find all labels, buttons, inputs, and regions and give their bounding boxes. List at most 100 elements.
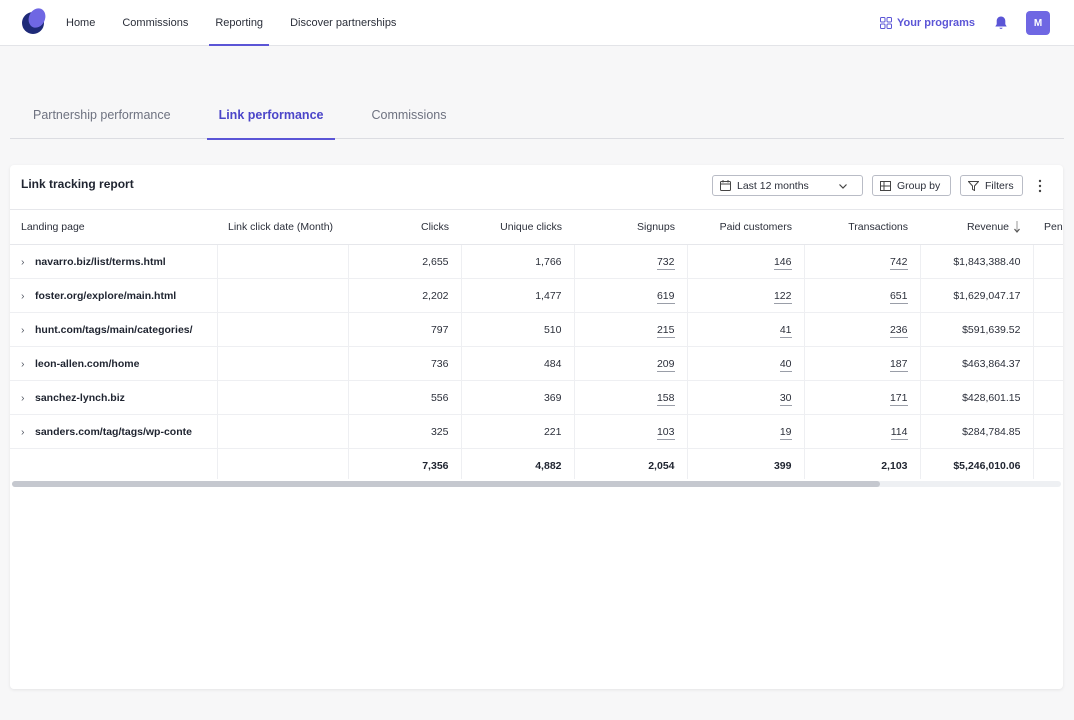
table-row[interactable]: › sanchez-lynch.biz 556 369 158 30 171 $428,601… [10,380,1063,415]
company-logo-icon[interactable] [20,7,48,35]
transactions-cell[interactable]: 114 [804,414,921,449]
more-options-icon[interactable] [1036,179,1044,193]
total-paid-customers: 399 [687,448,805,479]
signups-cell[interactable]: 209 [574,346,688,381]
landing-page-cell[interactable]: › hunt.com/tags/main/categories/ [10,312,218,347]
column-header-signups[interactable]: Signups [574,209,687,245]
column-header-click-date[interactable]: Link click date (Month) [217,209,348,245]
paid-customers-cell[interactable]: 19 [687,414,805,449]
nav-right-actions: Your programs M [879,0,1050,46]
transactions-cell[interactable]: 187 [804,346,921,381]
signups-value: 215 [656,323,675,338]
transactions-cell[interactable]: 171 [804,380,921,415]
column-header-transactions[interactable]: Transactions [804,209,920,245]
column-header-paid-customers[interactable]: Paid customers [687,209,804,245]
expand-row-icon[interactable]: › [21,357,25,370]
expand-row-icon[interactable]: › [21,289,25,302]
landing-page-text: foster.org/explore/main.html [35,289,177,302]
revenue-value: $463,864.37 [962,357,1021,370]
unique-clicks-value: 484 [543,357,562,370]
landing-page-cell[interactable]: › sanders.com/tag/tags/wp-conte [10,414,218,449]
paid-customers-cell[interactable]: 146 [687,244,805,279]
landing-page-cell[interactable]: › foster.org/explore/main.html [10,278,218,313]
column-header-clicks[interactable]: Clicks [348,209,461,245]
user-avatar[interactable]: M [1026,11,1050,35]
landing-page-text: navarro.biz/list/terms.html [35,255,166,268]
column-header-revenue[interactable]: Revenue [920,209,1033,245]
transactions-value: 742 [889,255,908,270]
your-programs-button[interactable]: Your programs [879,17,975,29]
top-navigation-bar: Home Commissions Reporting Discover part… [0,0,1074,46]
table-row[interactable]: › hunt.com/tags/main/categories/797 510 215… [10,312,1063,347]
paid-customers-cell[interactable]: 30 [687,380,805,415]
column-header-unique-clicks[interactable]: Unique clicks [461,209,574,245]
landing-page-cell[interactable]: › leon-allen.com/home [10,346,218,381]
pending-cell [1033,244,1063,279]
paid-customers-value: 146 [773,255,792,270]
expand-row-icon[interactable]: › [21,323,25,336]
revenue-value: $284,784.85 [962,425,1021,438]
paid-customers-cell[interactable]: 41 [687,312,805,347]
landing-page-text: hunt.com/tags/main/categories/ [35,323,193,336]
signups-cell[interactable]: 215 [574,312,688,347]
landing-page-cell[interactable]: › navarro.biz/list/terms.html [10,244,218,279]
expand-row-icon[interactable]: › [21,255,25,268]
expand-row-icon[interactable]: › [21,391,25,404]
paid-customers-value: 19 [779,425,792,440]
clicks-cell: 736 [348,346,462,381]
unique-clicks-value: 510 [543,323,562,336]
column-header-landing-page[interactable]: Landing page [10,209,217,245]
table-row[interactable]: › foster.org/explore/main.html 2,202 1,477 6… [10,278,1063,313]
unique-clicks-value: 369 [543,391,562,404]
tab-link-performance[interactable]: Link performance [206,90,336,140]
paid-customers-value: 122 [773,289,792,304]
tab-partnership-performance[interactable]: Partnership performance [33,107,171,122]
transactions-cell[interactable]: 236 [804,312,921,347]
clicks-cell: 797 [348,312,462,347]
group-by-button[interactable]: Group by [872,175,951,196]
signups-cell[interactable]: 103 [574,414,688,449]
click-date-cell [217,414,349,449]
revenue-cell: $463,864.37 [920,346,1034,381]
bell-icon[interactable] [993,15,1009,31]
signups-cell[interactable]: 158 [574,380,688,415]
horizontal-scrollbar[interactable] [12,481,1061,487]
nav-item-home[interactable]: Home [66,17,96,29]
transactions-value: 236 [889,323,908,338]
expand-row-icon[interactable]: › [21,425,25,438]
nav-item-discover-partnerships[interactable]: Discover partnerships [290,17,397,29]
signups-cell[interactable]: 619 [574,278,688,313]
paid-customers-cell[interactable]: 40 [687,346,805,381]
filter-icon [968,180,979,191]
signups-cell[interactable]: 732 [574,244,688,279]
scrollbar-thumb[interactable] [12,481,880,487]
filters-button[interactable]: Filters [960,175,1023,196]
landing-page-cell[interactable]: › sanchez-lynch.biz [10,380,218,415]
table-row[interactable]: › sanders.com/tag/tags/wp-conte 325 221 103 1… [10,414,1063,449]
unique-clicks-value: 1,477 [535,289,562,302]
table-row[interactable]: › navarro.biz/list/terms.html 2,655 1,766 73… [10,244,1063,279]
nav-item-reporting[interactable]: Reporting [205,0,273,46]
sort-icon[interactable] [1013,220,1021,234]
tab-commissions[interactable]: Commissions [371,107,447,122]
paid-customers-value: 40 [779,357,792,372]
total-transactions: 2,103 [804,448,921,479]
clicks-cell: 2,202 [348,278,462,313]
date-range-select[interactable]: Last 12 months [712,175,863,196]
unique-clicks-cell: 369 [461,380,575,415]
pending-cell [1033,278,1063,313]
group-by-label: Group by [897,179,941,192]
report-title: Link tracking report [21,177,134,191]
totals-row: 7,356 4,882 2,054 399 2,103 $5,246,010.06 [10,448,1063,479]
date-range-value: Last 12 months [737,179,809,192]
clicks-value: 325 [430,425,449,438]
table-row[interactable]: › leon-allen.com/home 736 484 209 40 187 $463,8… [10,346,1063,381]
transactions-cell[interactable]: 742 [804,244,921,279]
column-header-pending[interactable]: Pend [1033,209,1063,245]
nav-item-commissions[interactable]: Commissions [122,17,189,29]
clicks-cell: 325 [348,414,462,449]
paid-customers-cell[interactable]: 122 [687,278,805,313]
transactions-cell[interactable]: 651 [804,278,921,313]
unique-clicks-cell: 510 [461,312,575,347]
revenue-header-label: Revenue [966,220,1009,233]
